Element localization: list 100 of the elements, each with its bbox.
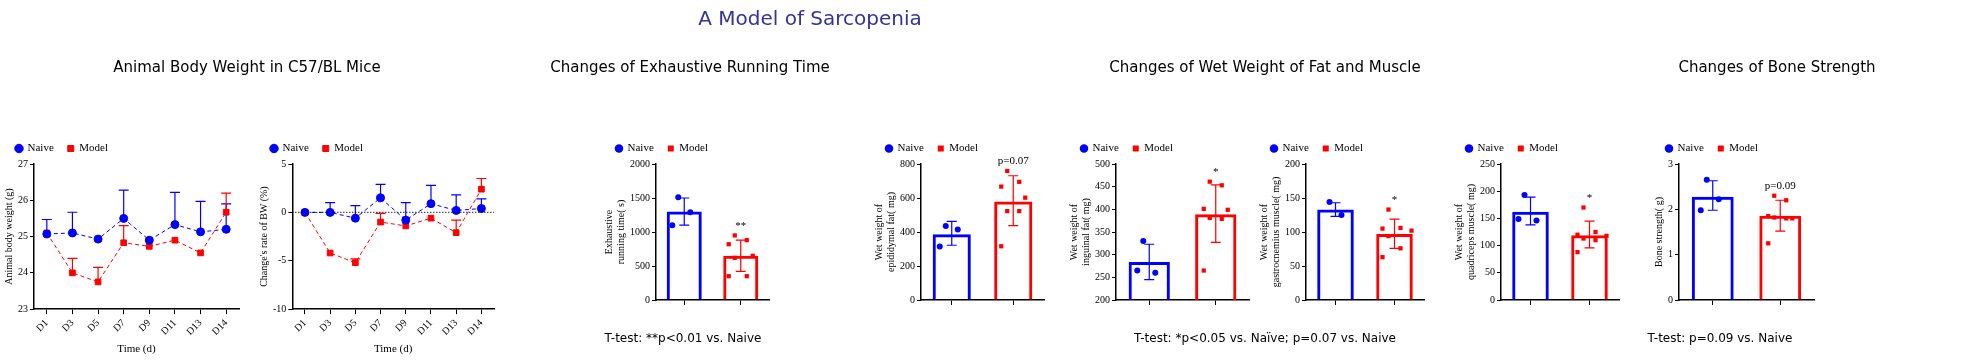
annotation: * <box>1213 165 1219 178</box>
text: T-test: p=0.09 vs. Naive <box>1647 331 1793 345</box>
x-tick-label: D5 <box>84 316 102 334</box>
y-tick-label: 2 <box>1668 202 1673 214</box>
point <box>222 208 230 216</box>
y-tick-label: 2000 <box>630 157 650 169</box>
legend-label: Model <box>79 141 108 154</box>
y-tick-label: 3 <box>1668 157 1673 169</box>
legend-label: Naive <box>282 141 309 154</box>
point <box>119 213 129 223</box>
point <box>377 218 384 226</box>
y-tick-label: 1 <box>1668 248 1673 260</box>
x-tick-label: D9 <box>392 316 410 334</box>
legend-label: Model <box>334 141 363 154</box>
y-tick-label: 400 <box>1095 202 1110 214</box>
point <box>451 205 461 215</box>
legend-label: Naive <box>897 141 924 154</box>
y-axis-title: Bone strength( g) <box>1652 197 1665 267</box>
x-tick-label: D5 <box>342 316 359 334</box>
y-tick-label: 5 <box>281 157 287 169</box>
annotation: p=0.09 <box>1764 179 1797 192</box>
y-tick-label: 25 <box>18 230 28 242</box>
chart-title: Changes of Wet Weight of Fat and Muscle <box>1109 58 1421 76</box>
legend-label: Naive <box>1092 141 1119 154</box>
x-tick-label: D11 <box>158 316 179 337</box>
x-tick-label: D7 <box>110 316 127 334</box>
y-tick-label: 200 <box>1285 157 1300 169</box>
point <box>145 243 153 250</box>
legend-label: Naive <box>1282 141 1309 154</box>
y-tick-label: 150 <box>1285 191 1300 203</box>
legend-label: Naive <box>627 141 654 154</box>
point <box>376 193 386 203</box>
y-tick-label: 250 <box>1480 157 1495 169</box>
y-tick-label: 400 <box>900 225 915 237</box>
text: T-test: *p<0.05 vs. Naïve; p=0.07 vs. Naive <box>1134 331 1396 345</box>
y-tick-label: 800 <box>900 157 915 169</box>
y-tick-label: 100 <box>1480 239 1495 251</box>
y-tick-label: 100 <box>1285 225 1300 237</box>
y-tick-label: 200 <box>1480 184 1495 196</box>
point <box>325 207 335 217</box>
point <box>93 234 103 244</box>
y-axis-title: Wet weight of epididymal fat( mg) <box>872 192 897 272</box>
legend-label: Naive <box>1477 141 1504 154</box>
x-tick-label: D9 <box>136 316 153 334</box>
x-tick-label: D3 <box>316 316 334 334</box>
annotation: ** <box>735 218 747 231</box>
point <box>452 229 460 237</box>
point <box>144 235 154 245</box>
legend-label: Model <box>1729 141 1758 154</box>
point <box>196 227 206 237</box>
x-axis-title: Time (d) <box>117 342 157 356</box>
x-tick-label: D11 <box>414 316 435 337</box>
x-tick-label: D14 <box>209 316 230 337</box>
legend-label: Naive <box>27 141 54 154</box>
y-tick-label: 50 <box>1485 266 1495 278</box>
point <box>350 213 360 223</box>
x-tick-label: D1 <box>33 316 51 334</box>
y-axis-title: Exhaustive running time( s) <box>602 199 627 265</box>
y-tick-label: 0 <box>645 293 650 305</box>
legend-label: Model <box>949 141 978 154</box>
y-tick-label: 250 <box>1095 270 1110 282</box>
x-tick-label: D3 <box>59 316 76 334</box>
legend-label: Model <box>1529 141 1558 154</box>
y-axis-title: Change's rate of BW (%) <box>257 186 270 287</box>
y-tick-label: 0 <box>910 293 915 305</box>
point <box>427 214 435 222</box>
y-tick-label: 500 <box>635 259 650 271</box>
point <box>197 249 204 257</box>
point <box>67 228 77 238</box>
y-axis-title: Wet weight of inguinal fat( mg) <box>1067 198 1092 266</box>
x-tick-label: D1 <box>291 316 309 334</box>
y-tick-label: 50 <box>1290 259 1300 271</box>
y-tick-label: 450 <box>1095 180 1110 192</box>
x-axis-title: Time (d) <box>373 342 413 356</box>
y-tick-label: 200 <box>900 259 915 271</box>
y-tick-label: 24 <box>18 266 28 278</box>
point <box>69 269 76 277</box>
point <box>326 249 334 257</box>
x-tick-label: D14 <box>464 316 485 337</box>
annotation: * <box>1391 192 1398 205</box>
text: A Model of Sarcopenia <box>698 6 922 30</box>
chart-subtitle: Animal Body Weight in C57/BL Mice <box>113 58 381 76</box>
y-axis-title: Animal body weight (g) <box>2 188 15 285</box>
x-tick-label: D13 <box>183 316 204 337</box>
y-tick-label: 0 <box>1295 293 1300 305</box>
y-tick-label: 500 <box>1095 157 1110 169</box>
y-tick-label: 0 <box>281 206 287 217</box>
y-tick-label: 600 <box>900 191 915 203</box>
y-tick-label: -5 <box>277 254 287 266</box>
y-tick-label: 1000 <box>630 225 650 237</box>
point <box>120 239 128 247</box>
y-tick-label: 150 <box>1480 212 1495 224</box>
chart-subtitle: Changes of Exhaustive Running Time <box>550 58 830 76</box>
legend-label: Model <box>1144 141 1173 154</box>
point <box>94 278 102 286</box>
annotation: * <box>1586 190 1593 203</box>
y-tick-label: 26 <box>18 193 28 205</box>
point <box>171 236 179 244</box>
chart-title: Changes of Bone Strength <box>1678 58 1876 76</box>
y-axis-title: Wet weight of quadriceps muscle( mg) <box>1452 183 1477 281</box>
